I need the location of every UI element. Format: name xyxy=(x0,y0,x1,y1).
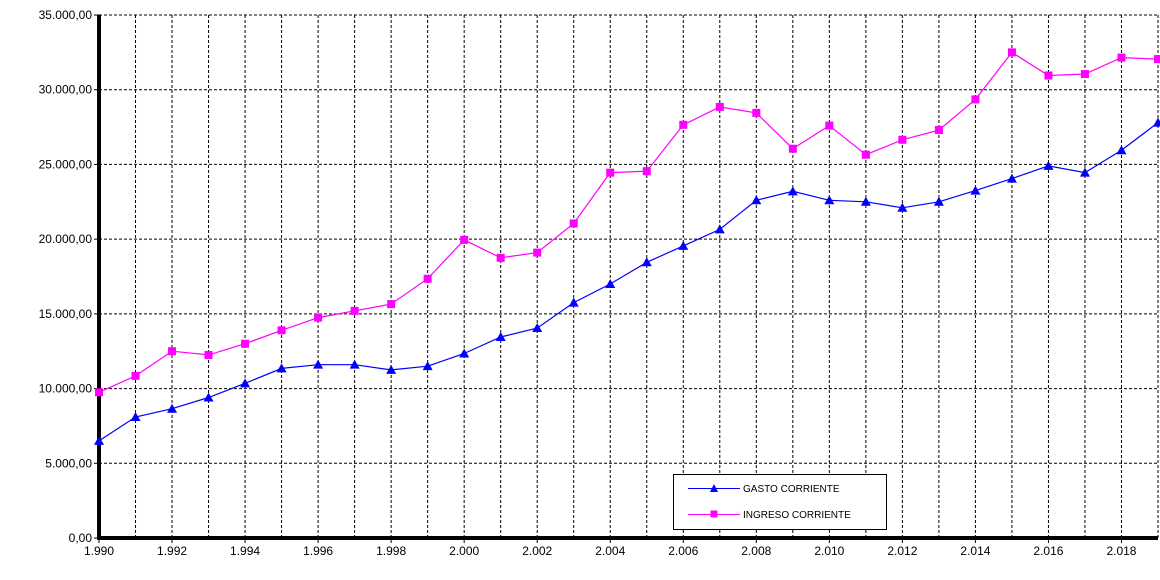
data-point xyxy=(752,108,761,117)
data-point xyxy=(496,253,505,262)
data-point xyxy=(824,195,835,205)
data-point xyxy=(1080,70,1089,79)
data-point xyxy=(276,363,287,373)
data-point xyxy=(240,378,251,388)
data-point xyxy=(459,348,470,358)
x-tick-label: 2.006 xyxy=(668,544,698,558)
x-tick-label: 2.002 xyxy=(522,544,552,558)
data-point xyxy=(569,219,578,228)
data-point xyxy=(1153,117,1160,127)
y-tick-label: 15.000,00 xyxy=(39,307,93,321)
x-tick-label: 1.994 xyxy=(230,544,260,558)
x-tick-label: 2.014 xyxy=(960,544,990,558)
data-point xyxy=(971,95,980,104)
legend-swatch-gasto xyxy=(688,481,740,497)
data-point xyxy=(1006,173,1017,183)
data-point xyxy=(1079,167,1090,177)
data-point xyxy=(714,224,725,234)
series-line xyxy=(98,122,1159,442)
y-tick-label: 25.000,00 xyxy=(39,157,93,171)
legend-item-gasto: GASTO CORRIENTE xyxy=(674,481,840,497)
data-point xyxy=(95,388,103,397)
x-tick-label: 1.990 xyxy=(84,544,114,558)
legend-item-ingreso: INGRESO CORRIENTE xyxy=(674,507,851,523)
data-point xyxy=(495,332,506,342)
x-tick-label: 2.012 xyxy=(887,544,917,558)
data-point xyxy=(787,186,798,196)
data-point xyxy=(168,347,177,356)
y-tick-label: 0,00 xyxy=(69,531,93,545)
data-point xyxy=(422,361,433,371)
data-point xyxy=(533,248,542,257)
x-tick-label: 2.000 xyxy=(449,544,479,558)
data-point xyxy=(94,435,104,445)
data-point xyxy=(349,359,360,369)
data-point xyxy=(314,313,323,322)
data-point xyxy=(788,144,797,153)
data-point xyxy=(1117,53,1126,62)
data-point xyxy=(1154,55,1160,64)
data-point xyxy=(387,300,396,309)
data-point xyxy=(897,202,908,212)
data-point xyxy=(568,297,579,307)
data-point xyxy=(1116,145,1127,155)
data-point xyxy=(203,392,214,402)
x-tick-label: 1.996 xyxy=(303,544,333,558)
data-point xyxy=(313,359,324,369)
series-line xyxy=(98,51,1159,393)
data-point xyxy=(130,411,141,421)
data-point xyxy=(350,306,359,315)
x-tick-label: 2.004 xyxy=(595,544,625,558)
plot-area xyxy=(99,15,1158,538)
data-point xyxy=(277,326,286,335)
x-tick-label: 1.992 xyxy=(157,544,187,558)
y-tick-label: 30.000,00 xyxy=(39,83,93,97)
data-point xyxy=(861,150,870,159)
data-point xyxy=(386,364,397,374)
data-point xyxy=(642,167,651,176)
data-point xyxy=(641,257,652,267)
x-tick-label: 2.018 xyxy=(1106,544,1136,558)
data-point xyxy=(970,185,981,195)
data-point xyxy=(204,350,213,359)
data-point xyxy=(1007,48,1016,57)
data-point xyxy=(532,323,543,333)
data-point xyxy=(898,135,907,144)
x-tick-label: 2.016 xyxy=(1033,544,1063,558)
data-point xyxy=(715,102,724,111)
data-point xyxy=(606,168,615,177)
y-tick-label: 5.000,00 xyxy=(45,456,92,470)
x-tick-label: 2.008 xyxy=(741,544,771,558)
data-point xyxy=(460,235,469,244)
legend-swatch-ingreso xyxy=(688,507,740,523)
x-tick-label: 1.998 xyxy=(376,544,406,558)
x-tick-label: 2.010 xyxy=(814,544,844,558)
data-point xyxy=(423,274,432,283)
y-tick-label: 35.000,00 xyxy=(39,8,93,22)
data-point xyxy=(241,339,250,348)
legend: GASTO CORRIENTE INGRESO CORRIENTE xyxy=(673,474,887,530)
data-point xyxy=(751,195,762,205)
data-point xyxy=(934,126,943,135)
y-tick-label: 10.000,00 xyxy=(39,382,93,396)
legend-label-gasto: GASTO CORRIENTE xyxy=(743,483,840,495)
data-point xyxy=(131,371,140,380)
data-point xyxy=(860,196,871,206)
triangle-marker-icon xyxy=(710,484,718,492)
data-point xyxy=(1043,160,1054,170)
data-point xyxy=(933,196,944,206)
legend-label-ingreso: INGRESO CORRIENTE xyxy=(743,509,851,521)
y-tick-label: 20.000,00 xyxy=(39,232,93,246)
data-point xyxy=(825,121,834,130)
data-point xyxy=(679,120,688,129)
data-point xyxy=(167,403,178,413)
data-point xyxy=(678,240,689,250)
data-point xyxy=(605,278,616,288)
data-point xyxy=(1044,71,1053,80)
square-marker-icon xyxy=(710,510,718,518)
